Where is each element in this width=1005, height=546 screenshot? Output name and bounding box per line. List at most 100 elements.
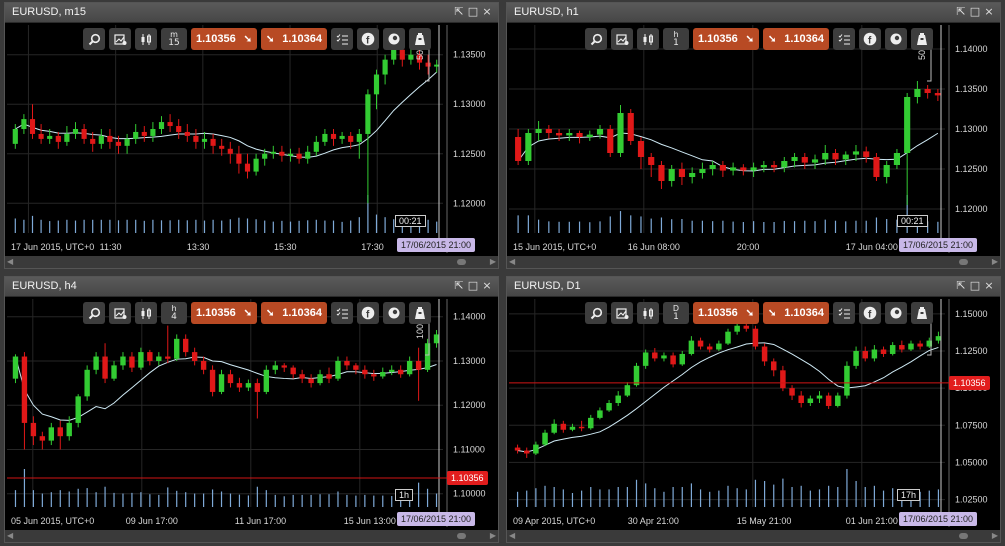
candlestick-type-button[interactable] [135,302,157,324]
scroll-right-icon[interactable]: ▶ [991,257,998,266]
scroll-left-icon[interactable]: ◀ [509,257,516,266]
scroll-left-icon[interactable]: ◀ [7,257,14,266]
close-icon[interactable]: × [984,5,994,18]
timeframe-button[interactable]: m 15 [161,28,187,50]
horizontal-scrollbar[interactable]: ◀ ▶ [5,530,498,542]
sell-price: 1.10356 [698,33,738,45]
trader-button[interactable] [911,302,933,324]
candle-body [880,349,887,354]
chart-settings-button[interactable] [611,302,633,324]
indicators-button[interactable] [833,28,855,50]
candle-body [165,356,171,359]
snapshot-button[interactable] [885,302,907,324]
facebook-share-button[interactable]: f [859,302,881,324]
sell-price-button[interactable]: 1.10356 ➘ [191,302,257,324]
scroll-thumb[interactable] [457,533,466,539]
indicators-button[interactable] [331,28,353,50]
y-tick-label: 1.14000 [453,312,486,322]
candle-body [102,356,108,379]
y-tick-label: 1.13500 [955,84,988,94]
candle-body [356,133,362,142]
close-icon[interactable]: × [482,5,492,18]
candle-body [678,169,685,177]
scroll-right-icon[interactable]: ▶ [991,531,998,540]
candle-body [832,153,839,160]
candlestick-type-button[interactable] [135,28,157,50]
detach-icon[interactable]: ⇱ [454,5,464,18]
candlestick-type-button[interactable] [637,302,659,324]
horizontal-scrollbar[interactable]: ◀ ▶ [507,256,1000,268]
maximize-icon[interactable]: □ [467,279,479,292]
snapshot-button[interactable] [383,28,405,50]
scroll-right-icon[interactable]: ▶ [489,531,496,540]
zoom-button[interactable] [83,28,105,50]
buy-arrow-icon: ➘ [266,307,275,319]
chart-toolbar: m 15 1.10356 ➘ ➘ 1.10364 f [83,28,431,50]
chart-settings-button[interactable] [109,302,131,324]
maximize-icon[interactable]: □ [467,5,479,18]
candle-body [761,346,768,362]
candle-body [138,352,144,368]
x-tick-label: 01 Jun 21:00 [846,516,898,526]
facebook-share-button[interactable]: f [859,28,881,50]
x-tick-label: 17 Jun 2015, UTC+0 [11,242,94,252]
sell-arrow-icon: ➘ [243,33,252,45]
sell-price-button[interactable]: 1.10356 ➘ [693,28,759,50]
buy-price-button[interactable]: ➘ 1.10364 [763,302,829,324]
indicators-button[interactable] [833,302,855,324]
maximize-icon[interactable]: □ [969,5,981,18]
candle-body [305,151,311,159]
snapshot-button[interactable] [383,302,405,324]
facebook-share-button[interactable]: f [357,28,379,50]
trader-button[interactable] [409,28,431,50]
price-chart[interactable]: 1.14000 1.13000 1.12000 1.11000 1.10000 05 Ju… [5,297,498,530]
facebook-share-button[interactable]: f [357,302,379,324]
scroll-thumb[interactable] [457,259,466,265]
buy-price-button[interactable]: ➘ 1.10364 [261,28,327,50]
scroll-left-icon[interactable]: ◀ [7,531,14,540]
candle-body [184,131,190,136]
chart-settings-button[interactable] [611,28,633,50]
candle-body [637,141,645,157]
zoom-button[interactable] [585,302,607,324]
candle-body [272,365,278,370]
detach-icon[interactable]: ⇱ [956,5,966,18]
candle-body [191,352,198,361]
close-icon[interactable]: × [984,279,994,292]
price-chart[interactable]: 1.13500 1.13000 1.12500 1.12000 17 Jun 2015,… [5,23,498,256]
candle-body [566,133,573,136]
chart-settings-button[interactable] [109,28,131,50]
horizontal-scrollbar[interactable]: ◀ ▶ [5,256,498,268]
candle-body [57,427,63,437]
scroll-right-icon[interactable]: ▶ [489,257,496,266]
sell-price-button[interactable]: 1.10356 ➘ [191,28,257,50]
buy-price-button[interactable]: ➘ 1.10364 [261,302,327,324]
candle-body [111,365,117,379]
buy-price-button[interactable]: ➘ 1.10364 [763,28,829,50]
sell-price-button[interactable]: 1.10356 ➘ [693,302,759,324]
price-chart[interactable]: 1.150001.125001.100001.075001.050001.025… [507,297,1000,530]
horizontal-scrollbar[interactable]: ◀ ▶ [507,530,1000,542]
candle-body [339,135,345,139]
candle-body [752,328,759,347]
scroll-thumb[interactable] [959,533,968,539]
candlestick-type-button[interactable] [637,28,659,50]
trader-button[interactable] [409,302,431,324]
y-tick-label: 1.12000 [955,204,988,214]
candle-body [150,129,156,136]
indicators-button[interactable] [331,302,353,324]
snapshot-button[interactable] [885,28,907,50]
maximize-icon[interactable]: □ [969,279,981,292]
scroll-left-icon[interactable]: ◀ [509,531,516,540]
detach-icon[interactable]: ⇱ [454,279,464,292]
zoom-button[interactable] [83,302,105,324]
trader-button[interactable] [911,28,933,50]
zoom-button[interactable] [585,28,607,50]
scroll-thumb[interactable] [959,259,968,265]
close-icon[interactable]: × [482,279,492,292]
candle-body [193,135,199,142]
detach-icon[interactable]: ⇱ [956,279,966,292]
